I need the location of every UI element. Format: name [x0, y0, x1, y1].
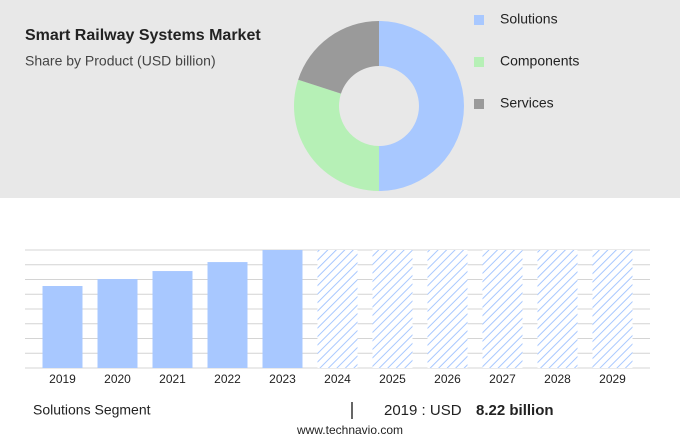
- forecast-placeholder: [482, 250, 523, 368]
- legend-label: Components: [500, 53, 579, 69]
- forecast-placeholder: [372, 250, 413, 368]
- source: www.technavio.com: [296, 423, 403, 437]
- legend-label: Solutions: [500, 11, 558, 27]
- bar: [97, 279, 138, 368]
- donut-slice: [379, 21, 464, 191]
- chart-subtitle: Share by Product (USD billion): [25, 53, 216, 69]
- legend-label: Services: [500, 95, 554, 111]
- bar: [42, 286, 83, 368]
- legend-swatch: [474, 15, 484, 25]
- bar: [152, 271, 193, 368]
- x-tick-label: 2026: [434, 372, 461, 386]
- segment-label: Solutions Segment: [33, 402, 151, 418]
- x-tick-label: 2027: [489, 372, 516, 386]
- x-tick-label: 2020: [104, 372, 131, 386]
- year-label: 2019 : USD: [384, 402, 462, 419]
- chart-title: Smart Railway Systems Market: [25, 27, 261, 44]
- x-tick-label: 2024: [324, 372, 351, 386]
- value-label: 8.22 billion: [476, 402, 554, 419]
- legend-swatch: [474, 99, 484, 109]
- forecast-placeholder: [537, 250, 578, 368]
- x-tick-label: 2029: [599, 372, 626, 386]
- forecast-placeholder: [317, 250, 358, 368]
- x-tick-label: 2028: [544, 372, 571, 386]
- legend-swatch: [474, 57, 484, 67]
- donut-slice: [294, 79, 379, 191]
- x-tick-label: 2023: [269, 372, 296, 386]
- donut-slice: [298, 21, 379, 94]
- x-tick-label: 2022: [214, 372, 241, 386]
- bar: [207, 262, 248, 368]
- forecast-placeholder: [592, 250, 633, 368]
- x-tick-label: 2025: [379, 372, 406, 386]
- forecast-placeholder: [427, 250, 468, 368]
- x-tick-label: 2021: [159, 372, 186, 386]
- bar: [262, 250, 303, 368]
- x-tick-label: 2019: [49, 372, 76, 386]
